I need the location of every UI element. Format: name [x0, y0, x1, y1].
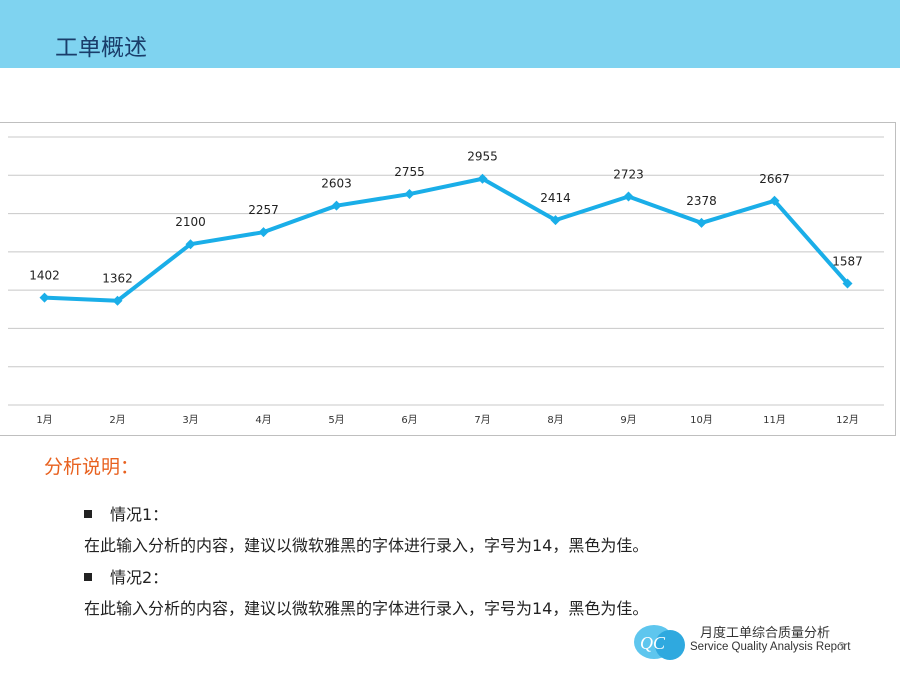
page-title: 工单概述 [55, 35, 147, 61]
data-point-marker [696, 217, 707, 228]
data-point-marker [623, 191, 634, 202]
case-2-label: 情况2： [110, 568, 169, 587]
footer-subtitle: Service Quality Analysis Report [690, 641, 851, 653]
x-tick-label: 9月 [620, 414, 636, 426]
data-point-marker [477, 173, 488, 184]
data-point-marker [550, 215, 561, 226]
square-bullet-icon [84, 572, 92, 581]
chart-frame [0, 122, 896, 436]
x-tick-label: 7月 [474, 414, 490, 426]
header-bar [0, 0, 900, 68]
square-bullet-icon [84, 509, 92, 518]
x-tick-label: 3月 [182, 414, 198, 426]
x-tick-label: 6月 [401, 414, 417, 426]
x-tick-label: 5月 [328, 414, 344, 426]
analysis-heading: 分析说明： [44, 456, 140, 478]
x-tick-label: 12月 [836, 414, 859, 426]
data-point-marker [112, 295, 123, 306]
data-label: 1587 [832, 254, 863, 268]
data-point-marker [39, 292, 50, 303]
case-2-label-row: 情况2： [84, 564, 168, 588]
case-1-text: 在此输入分析的内容，建议以微软雅黑的字体进行录入，字号为14，黑色为佳。 [84, 536, 649, 555]
footer-title: 月度工单综合质量分析 [700, 626, 831, 641]
data-point-marker [185, 239, 196, 250]
data-label: 1362 [102, 272, 133, 286]
data-point-marker [404, 189, 415, 200]
x-tick-label: 4月 [255, 414, 271, 426]
data-label: 2723 [613, 167, 644, 181]
line-chart: 1402 1362 2100 2257 2603 2755 2955 2414 2723 2378… [8, 136, 884, 426]
data-point-marker [842, 278, 853, 289]
qc-logo-icon: QC [634, 625, 685, 660]
x-tick-label: 11月 [763, 414, 786, 426]
case-1-label-row: 情况1： [84, 501, 168, 525]
data-label: 1402 [29, 269, 60, 283]
data-point-marker [258, 227, 269, 238]
x-tick-label: 10月 [690, 414, 713, 426]
data-label: 2257 [248, 203, 279, 217]
series-line [44, 176, 849, 303]
x-tick-label: 1月 [36, 414, 52, 426]
logo-text: QC [640, 633, 666, 653]
page-number: 3 [838, 640, 845, 653]
data-label: 2755 [394, 165, 425, 179]
data-label: 2378 [686, 194, 717, 208]
data-label: 2955 [467, 150, 498, 164]
case-2-text: 在此输入分析的内容，建议以微软雅黑的字体进行录入，字号为14，黑色为佳。 [84, 599, 649, 618]
data-label: 2603 [321, 177, 352, 191]
data-label: 2667 [759, 172, 790, 186]
data-label: 2100 [175, 215, 206, 229]
x-tick-label: 8月 [547, 414, 563, 426]
x-tick-label: 2月 [109, 414, 125, 426]
data-point-marker [331, 200, 342, 211]
data-label: 2414 [540, 191, 571, 205]
data-point-marker [769, 195, 780, 206]
case-1-label: 情况1： [110, 505, 169, 524]
